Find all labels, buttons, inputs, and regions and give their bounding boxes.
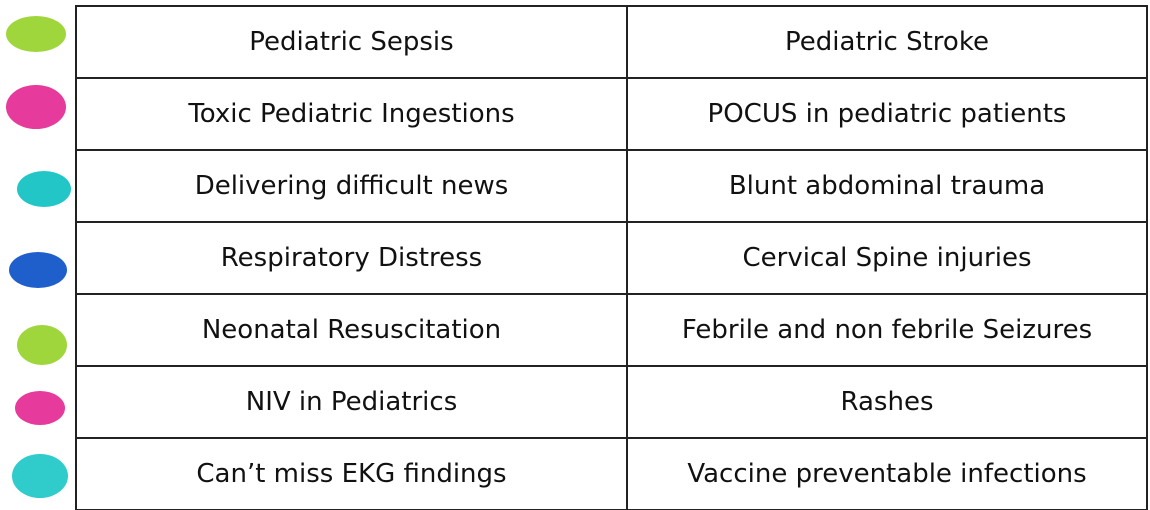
- topic-cell: Toxic Pediatric Ingestions: [76, 78, 627, 150]
- swatch-green: [17, 325, 67, 365]
- swatch-pink: [15, 391, 65, 425]
- topic-cell: Rashes: [627, 366, 1147, 438]
- swatch-green: [6, 16, 66, 52]
- topic-cell: Can’t miss EKG findings: [76, 438, 627, 510]
- topic-cell: POCUS in pediatric patients: [627, 78, 1147, 150]
- topic-cell: Febrile and non febrile Seizures: [627, 294, 1147, 366]
- page: Pediatric SepsisPediatric StrokeToxic Pe…: [0, 0, 1150, 510]
- topic-cell: Pediatric Stroke: [627, 6, 1147, 78]
- swatch-pink: [6, 85, 66, 129]
- topic-cell: Cervical Spine injuries: [627, 222, 1147, 294]
- swatch-cyan: [12, 454, 68, 498]
- topic-cell: NIV in Pediatrics: [76, 366, 627, 438]
- topic-cell: Pediatric Sepsis: [76, 6, 627, 78]
- topic-cell: Delivering difficult news: [76, 150, 627, 222]
- topic-cell: Blunt abdominal trauma: [627, 150, 1147, 222]
- topic-cell: Respiratory Distress: [76, 222, 627, 294]
- swatch-cyan: [17, 171, 71, 207]
- paint-swatches: [0, 0, 75, 510]
- swatch-blue: [9, 252, 67, 288]
- topic-cell: Vaccine preventable infections: [627, 438, 1147, 510]
- topic-cell: Neonatal Resuscitation: [76, 294, 627, 366]
